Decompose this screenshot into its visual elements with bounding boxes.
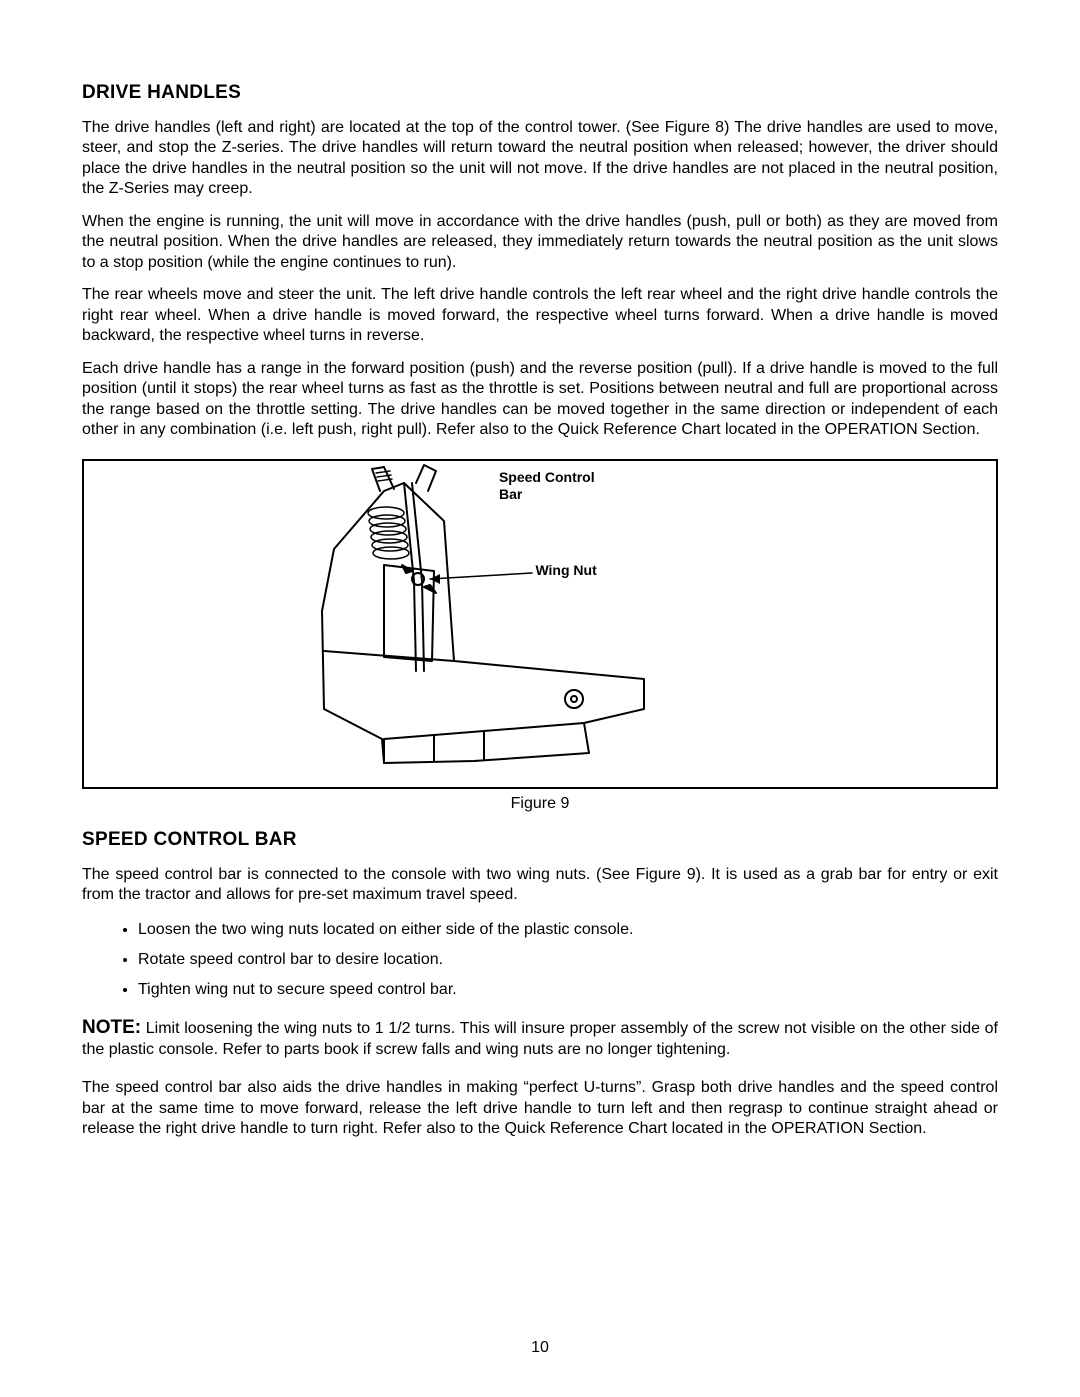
para-drive-handles-3: The rear wheels move and steer the unit.… — [82, 285, 998, 346]
page-number: 10 — [0, 1339, 1080, 1357]
para-scb-closing: The speed control bar also aids the driv… — [82, 1078, 998, 1139]
figure-9-box: Speed Control Bar Wing Nut — [82, 459, 998, 789]
para-drive-handles-2: When the engine is running, the unit wil… — [82, 212, 998, 273]
note-text: Limit loosening the wing nuts to 1 1/2 t… — [82, 1020, 998, 1058]
list-item: Loosen the two wing nuts located on eith… — [138, 918, 998, 942]
list-item: Rotate speed control bar to desire locat… — [138, 948, 998, 972]
heading-drive-handles: DRIVE HANDLES — [82, 82, 998, 104]
figure-label-line1: Speed Control — [499, 469, 595, 485]
heading-speed-control-bar: SPEED CONTROL BAR — [82, 829, 998, 851]
list-item: Tighten wing nut to secure speed control… — [138, 978, 998, 1002]
document-page: DRIVE HANDLES The drive handles (left an… — [0, 0, 1080, 1397]
para-scb-intro: The speed control bar is connected to th… — [82, 865, 998, 906]
bullet-list: Loosen the two wing nuts located on eith… — [82, 918, 998, 1002]
figure-9-diagram — [84, 461, 996, 787]
para-drive-handles-1: The drive handles (left and right) are l… — [82, 118, 998, 200]
figure-label-speed-control-bar: Speed Control Bar — [499, 469, 595, 504]
figure-label-line2: Bar — [499, 486, 522, 502]
figure-caption: Figure 9 — [82, 795, 998, 813]
note-paragraph: NOTE: Limit loosening the wing nuts to 1… — [82, 1016, 998, 1061]
figure-label-wing-nut: Wing Nut — [535, 562, 596, 580]
para-drive-handles-4: Each drive handle has a range in the for… — [82, 359, 998, 441]
note-label: NOTE: — [82, 1017, 141, 1038]
